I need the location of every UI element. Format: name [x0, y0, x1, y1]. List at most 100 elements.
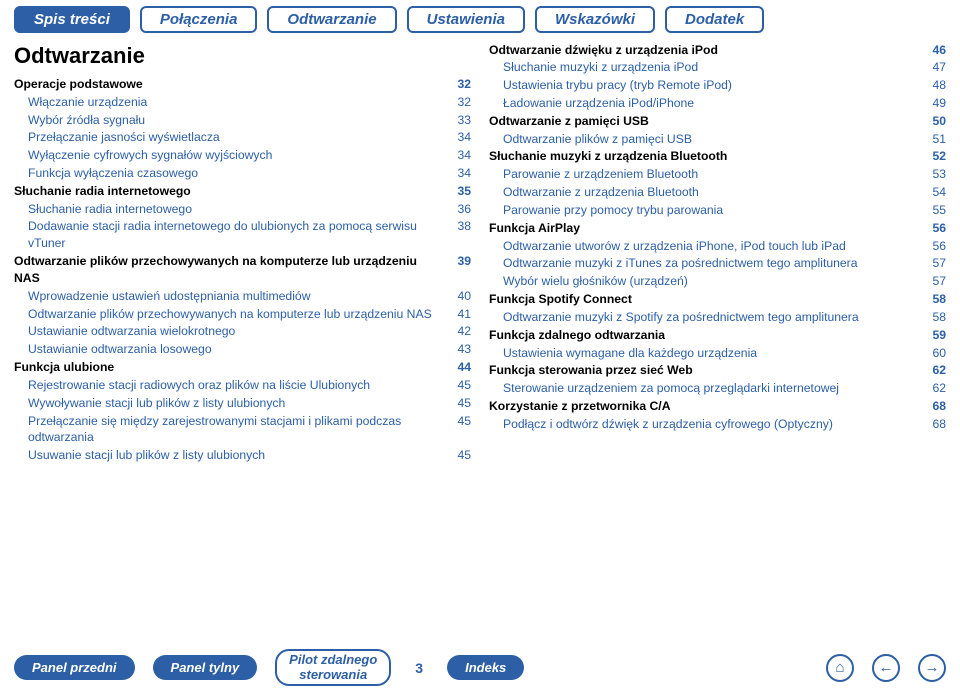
toc-page: 33	[447, 112, 471, 129]
toc-label: Ustawienia wymagane dla każdego urządzen…	[503, 345, 922, 362]
toc-row[interactable]: Przełączanie jasności wyświetlacza34	[14, 129, 471, 147]
nav-tab-4[interactable]: Wskazówki	[535, 6, 655, 33]
next-page-icon[interactable]: →	[918, 654, 946, 682]
toc-row[interactable]: Przełączanie się między zarejestrowanymi…	[14, 412, 471, 447]
toc-page: 68	[922, 398, 946, 415]
toc-row[interactable]: Słuchanie muzyki z urządzenia iPod47	[489, 59, 946, 77]
toc-page: 45	[447, 413, 471, 430]
toc-row[interactable]: Funkcja AirPlay56	[489, 219, 946, 237]
remote-line1: Pilot zdalnego	[289, 653, 377, 667]
toc-label: Słuchanie radia internetowego	[28, 201, 447, 218]
prev-page-icon[interactable]: ←	[872, 654, 900, 682]
toc-row[interactable]: Odtwarzanie muzyki z Spotify za pośredni…	[489, 308, 946, 326]
toc-row[interactable]: Odtwarzanie z urządzenia Bluetooth54	[489, 184, 946, 202]
toc-page: 60	[922, 345, 946, 362]
toc-row[interactable]: Słuchanie radia internetowego36	[14, 200, 471, 218]
toc-page: 57	[922, 273, 946, 290]
toc-row[interactable]: Wybór źródła sygnału33	[14, 111, 471, 129]
toc-label: Odtwarzanie muzyki z Spotify za pośredni…	[503, 309, 922, 326]
toc-label: Ładowanie urządzenia iPod/iPhone	[503, 95, 922, 112]
toc-row[interactable]: Włączanie urządzenia32	[14, 93, 471, 111]
toc-label: Funkcja sterowania przez sieć Web	[489, 362, 922, 379]
toc-row[interactable]: Ustawienia trybu pracy (tryb Remote iPod…	[489, 77, 946, 95]
panel-rear-button[interactable]: Panel tylny	[153, 655, 258, 680]
toc-label: Funkcja zdalnego odtwarzania	[489, 327, 922, 344]
toc-page: 59	[922, 327, 946, 344]
index-button[interactable]: Indeks	[447, 655, 524, 680]
home-icon[interactable]: ⌂	[826, 654, 854, 682]
toc-row[interactable]: Słuchanie radia internetowego35	[14, 182, 471, 200]
remote-button[interactable]: Pilot zdalnego sterowania	[275, 649, 391, 686]
toc-row[interactable]: Ustawianie odtwarzania wielokrotnego42	[14, 323, 471, 341]
toc-row[interactable]: Korzystanie z przetwornika C/A68	[489, 398, 946, 416]
toc-label: Funkcja AirPlay	[489, 220, 922, 237]
toc-row[interactable]: Funkcja ulubione44	[14, 359, 471, 377]
toc-label: Słuchanie radia internetowego	[14, 183, 447, 200]
toc-page: 58	[922, 291, 946, 308]
toc-row[interactable]: Odtwarzanie z pamięci USB50	[489, 112, 946, 130]
toc-row[interactable]: Ustawianie odtwarzania losowego43	[14, 341, 471, 359]
left-column: Odtwarzanie Operacje podstawowe32Włączan…	[14, 41, 471, 465]
toc-row[interactable]: Rejestrowanie stacji radiowych oraz plik…	[14, 376, 471, 394]
top-nav: Spis treści Połączenia Odtwarzanie Ustawien…	[0, 0, 960, 41]
toc-page: 62	[922, 362, 946, 379]
toc-row[interactable]: Wprowadzenie ustawień udostępniania mult…	[14, 287, 471, 305]
toc-label: Odtwarzanie plików przechowywanych na ko…	[28, 306, 447, 323]
toc-label: Wywoływanie stacji lub plików z listy ul…	[28, 395, 447, 412]
nav-tab-2[interactable]: Odtwarzanie	[267, 6, 396, 33]
toc-page: 45	[447, 377, 471, 394]
toc-row[interactable]: Odtwarzanie utworów z urządzenia iPhone,…	[489, 237, 946, 255]
nav-tab-0[interactable]: Spis treści	[14, 6, 130, 33]
toc-row[interactable]: Wybór wielu głośników (urządzeń)57	[489, 273, 946, 291]
toc-label: Dodawanie stacji radia internetowego do …	[28, 218, 447, 252]
nav-tab-5[interactable]: Dodatek	[665, 6, 764, 33]
toc-page: 54	[922, 184, 946, 201]
page-number: 3	[409, 660, 429, 676]
content-area: Odtwarzanie Operacje podstawowe32Włączan…	[0, 41, 960, 465]
toc-row[interactable]: Wyłączenie cyfrowych sygnałów wyjściowyc…	[14, 147, 471, 165]
toc-row[interactable]: Odtwarzanie plików przechowywanych na ko…	[14, 305, 471, 323]
toc-page: 53	[922, 166, 946, 183]
toc-page: 45	[447, 395, 471, 412]
toc-row[interactable]: Odtwarzanie plików przechowywanych na ko…	[14, 253, 471, 288]
toc-row[interactable]: Odtwarzanie plików z pamięci USB51	[489, 130, 946, 148]
toc-label: Odtwarzanie dźwięku z urządzenia iPod	[489, 42, 922, 59]
toc-row[interactable]: Funkcja wyłączenia czasowego34	[14, 165, 471, 183]
toc-label: Włączanie urządzenia	[28, 94, 447, 111]
toc-label: Słuchanie muzyki z urządzenia iPod	[503, 59, 922, 76]
toc-page: 45	[447, 447, 471, 464]
toc-row[interactable]: Funkcja sterowania przez sieć Web62	[489, 362, 946, 380]
toc-row[interactable]: Ładowanie urządzenia iPod/iPhone49	[489, 94, 946, 112]
toc-row[interactable]: Operacje podstawowe32	[14, 75, 471, 93]
remote-line2: sterowania	[289, 668, 377, 682]
panel-front-button[interactable]: Panel przedni	[14, 655, 135, 680]
toc-page: 55	[922, 202, 946, 219]
toc-row[interactable]: Dodawanie stacji radia internetowego do …	[14, 218, 471, 253]
toc-row[interactable]: Podłącz i odtwórz dźwięk z urządzenia cy…	[489, 415, 946, 433]
toc-page: 49	[922, 95, 946, 112]
toc-row[interactable]: Słuchanie muzyki z urządzenia Bluetooth5…	[489, 148, 946, 166]
toc-row[interactable]: Usuwanie stacji lub plików z listy ulubi…	[14, 447, 471, 465]
toc-row[interactable]: Wywoływanie stacji lub plików z listy ul…	[14, 394, 471, 412]
toc-label: Ustawianie odtwarzania wielokrotnego	[28, 323, 447, 340]
toc-row[interactable]: Parowanie przy pomocy trybu parowania55	[489, 201, 946, 219]
nav-tab-3[interactable]: Ustawienia	[407, 6, 525, 33]
toc-page: 48	[922, 77, 946, 94]
toc-row[interactable]: Funkcja zdalnego odtwarzania59	[489, 326, 946, 344]
toc-page: 41	[447, 306, 471, 323]
toc-row[interactable]: Odtwarzanie muzyki z iTunes za pośrednic…	[489, 255, 946, 273]
toc-page: 34	[447, 129, 471, 146]
toc-page: 39	[447, 253, 471, 270]
toc-label: Odtwarzanie plików z pamięci USB	[503, 131, 922, 148]
nav-tab-1[interactable]: Połączenia	[140, 6, 258, 33]
toc-row[interactable]: Funkcja Spotify Connect58	[489, 291, 946, 309]
toc-row[interactable]: Parowanie z urządzeniem Bluetooth53	[489, 166, 946, 184]
toc-label: Operacje podstawowe	[14, 76, 447, 93]
toc-page: 44	[447, 359, 471, 376]
toc-label: Parowanie z urządzeniem Bluetooth	[503, 166, 922, 183]
toc-page: 34	[447, 165, 471, 182]
toc-label: Słuchanie muzyki z urządzenia Bluetooth	[489, 148, 922, 165]
toc-row[interactable]: Ustawienia wymagane dla każdego urządzen…	[489, 344, 946, 362]
toc-row[interactable]: Odtwarzanie dźwięku z urządzenia iPod46	[489, 41, 946, 59]
toc-row[interactable]: Sterowanie urządzeniem za pomocą przeglą…	[489, 380, 946, 398]
